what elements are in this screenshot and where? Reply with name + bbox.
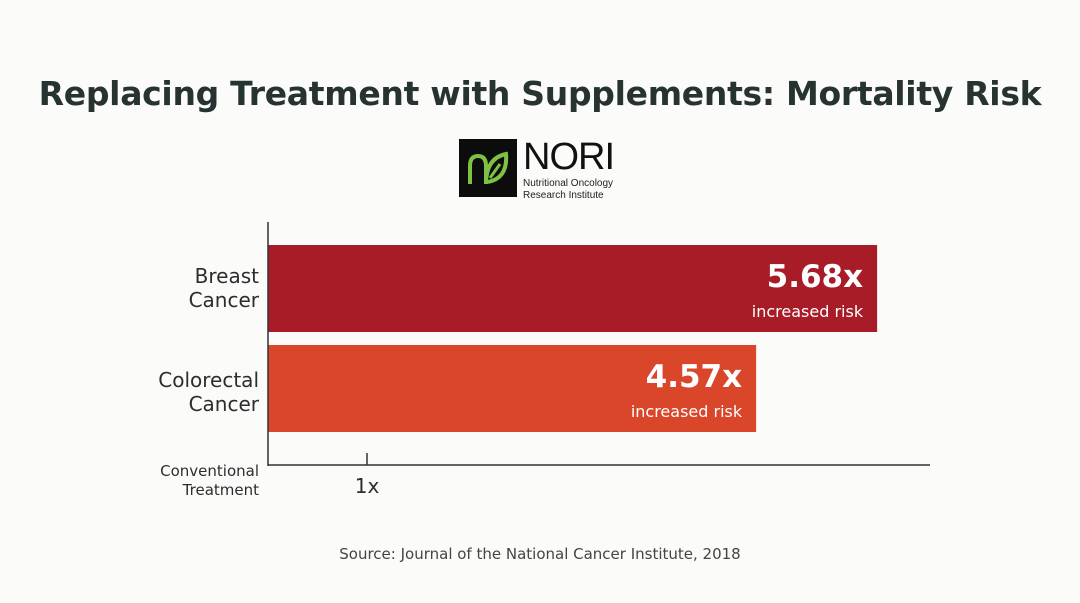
logo-subtitle-1: Nutritional Oncology [523, 178, 614, 189]
bar-0 [268, 245, 878, 332]
baseline-label-line: Conventional [160, 462, 259, 480]
chart-title: Replacing Treatment with Supplements: Mo… [38, 74, 1042, 113]
leaf-logo-icon [459, 139, 517, 197]
bar-1 [268, 345, 757, 432]
category-label-line: Breast [194, 264, 259, 288]
category-label-line: Colorectal [158, 368, 259, 392]
value-label: 4.57x [646, 359, 742, 395]
baseline-label-line: Treatment [182, 481, 259, 499]
logo-name: NORI [523, 136, 615, 178]
value-sublabel: increased risk [631, 402, 743, 421]
category-label-line: Cancer [188, 288, 259, 312]
logo-subtitle-2: Research Institute [523, 190, 604, 201]
baseline-label: Conventional Treatment [160, 462, 259, 500]
nori-logo: NORI Nutritional Oncology Research Insti… [459, 136, 615, 202]
category-label-colorectal: Colorectal Cancer [158, 368, 259, 416]
value-sublabel: increased risk [752, 302, 864, 321]
source-note: Source: Journal of the National Cancer I… [339, 545, 741, 563]
value-label: 5.68x [767, 259, 863, 295]
category-label-breast: Breast Cancer [189, 264, 259, 312]
category-label-line: Cancer [188, 392, 259, 416]
x-tick-label: 1x [355, 474, 380, 498]
